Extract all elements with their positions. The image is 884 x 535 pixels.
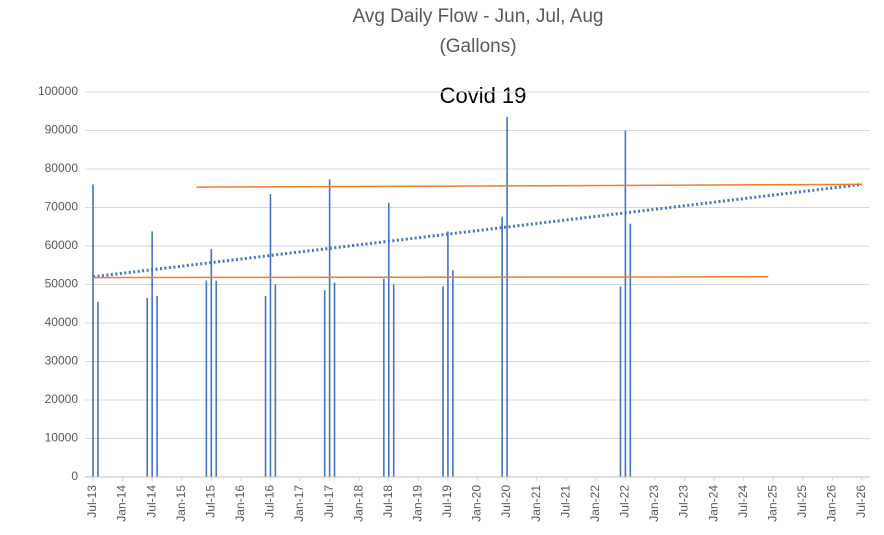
bar [328,179,331,477]
x-tick-label: Jan-24 [706,485,720,522]
x-tick-label: Jul-16 [263,485,277,518]
reference-line [92,276,769,279]
bar [156,296,158,477]
x-tick-label: Jul-23 [677,485,691,518]
x-tick-label: Jul-14 [144,485,158,518]
x-tick-label: Jan-14 [115,485,129,522]
x-tick-label: Jul-20 [499,485,513,518]
reference-line [196,183,863,188]
bar [333,282,336,477]
y-tick-label: 20000 [45,392,79,406]
x-tick-label: Jan-22 [588,485,602,522]
bar [92,184,94,477]
x-tick-label: Jul-26 [854,485,868,518]
x-tick-label: Jul-21 [558,485,572,518]
bar [452,270,454,477]
bar [151,231,153,477]
bar [97,301,99,477]
bar [210,249,213,477]
x-tick-label: Jul-24 [736,485,750,518]
y-tick-label: 30000 [45,354,79,368]
bar [629,223,632,477]
x-tick-label: Jan-17 [292,485,306,522]
bar [383,278,385,477]
x-tick-label: Jul-13 [85,485,99,518]
x-tick-label: Jul-22 [618,485,632,518]
bar [205,280,208,477]
y-tick-label: 90000 [45,123,79,137]
x-tick-label: Jan-26 [825,485,839,522]
y-tick-label: 40000 [45,315,79,329]
chart-subtitle: (Gallons) [439,36,516,57]
bar [506,117,508,478]
y-tick-label: 50000 [45,277,79,291]
bar [501,216,503,478]
x-tick-label: Jan-25 [765,485,779,522]
x-tick-label: Jan-16 [233,485,247,522]
x-tick-label: Jul-25 [795,485,809,518]
y-tick-label: 70000 [45,200,79,214]
trend-line [92,182,863,279]
x-tick-label: Jul-15 [203,485,217,518]
bar [392,284,395,477]
bar [274,284,277,477]
bar [146,297,149,477]
x-tick-label: Jul-18 [381,485,395,518]
y-tick-label: 0 [71,469,78,483]
bar [269,194,272,477]
x-tick-label: Jul-19 [440,485,454,518]
bar [442,286,444,477]
bar [264,296,267,477]
bar [323,290,326,477]
x-tick-label: Jan-20 [470,485,484,522]
chart-title: Avg Daily Flow - Jun, Jul, Aug [353,6,604,27]
y-tick-label: 10000 [45,431,79,445]
x-tick-label: Jan-15 [174,485,188,522]
x-tick-label: Jan-19 [411,485,425,522]
bar [387,202,390,477]
x-tick-label: Jan-18 [351,485,365,522]
x-tick-label: Jan-23 [647,485,661,522]
y-tick-label: 100000 [38,84,78,98]
y-tick-label: 80000 [45,161,79,175]
x-tick-label: Jan-21 [529,485,543,522]
x-tick-label: Jul-17 [322,485,336,518]
y-tick-label: 60000 [45,238,79,252]
bar [624,130,627,477]
bar [619,286,622,477]
bar [447,231,449,477]
annotation: Covid 19 [440,83,527,108]
bar [215,280,218,477]
